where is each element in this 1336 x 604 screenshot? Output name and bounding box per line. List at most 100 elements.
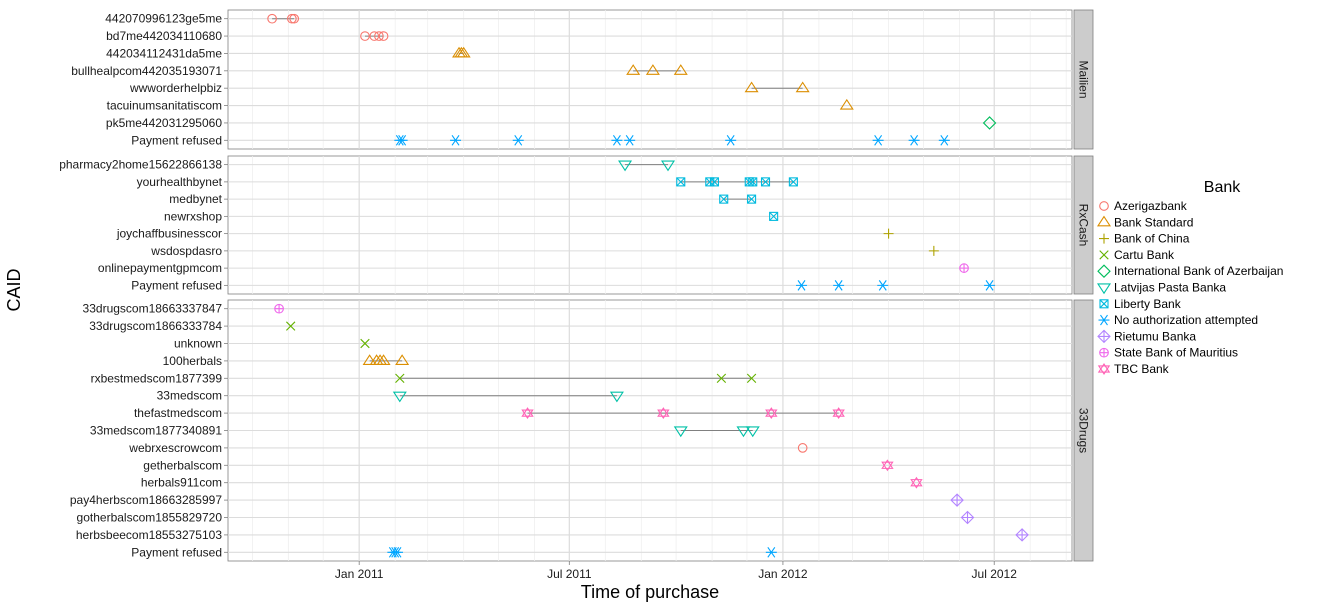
y-tick-label: pharmacy2home15622866138 bbox=[59, 158, 222, 172]
data-point bbox=[611, 134, 623, 146]
data-point bbox=[676, 177, 686, 187]
data-point bbox=[795, 81, 810, 93]
legend-key bbox=[1097, 363, 1111, 375]
data-point bbox=[747, 194, 757, 204]
data-point bbox=[450, 134, 462, 146]
data-point bbox=[609, 391, 624, 403]
data-point bbox=[877, 280, 889, 291]
data-point bbox=[1015, 528, 1029, 542]
data-point bbox=[716, 373, 727, 383]
data-point bbox=[392, 391, 407, 403]
panel-rxcash: pharmacy2home15622866138 yourhealthbynet m… bbox=[59, 155, 1094, 295]
data-point bbox=[872, 134, 884, 146]
y-tick-label: thefastmedscom bbox=[134, 406, 222, 420]
facet-strip-label: 33Drugs bbox=[1077, 408, 1091, 453]
data-point bbox=[938, 134, 950, 146]
legend-key bbox=[1099, 250, 1109, 260]
data-point bbox=[832, 407, 845, 420]
data-point bbox=[881, 459, 894, 472]
data-point bbox=[960, 510, 975, 525]
y-tick-label: 33drugscom1866333784 bbox=[89, 319, 222, 333]
data-point bbox=[512, 134, 524, 146]
y-tick-label: 442070996123ge5me bbox=[105, 12, 222, 26]
y-tick-label: pay4herbscom18663285997 bbox=[70, 493, 222, 507]
y-tick-label: Payment refused bbox=[131, 133, 222, 147]
y-tick-label: 442034112431da5me bbox=[106, 46, 222, 60]
x-tick-label: Jul 2012 bbox=[972, 567, 1018, 581]
y-tick-label: herbals911com bbox=[141, 476, 222, 490]
data-point bbox=[391, 546, 403, 558]
facet-strip-label: RxCash bbox=[1077, 204, 1091, 247]
data-point bbox=[908, 134, 920, 146]
data-point bbox=[744, 81, 759, 93]
data-point bbox=[765, 407, 778, 420]
data-point bbox=[765, 546, 777, 558]
data-point bbox=[719, 194, 729, 204]
legend-key bbox=[1099, 299, 1109, 309]
data-point bbox=[360, 338, 370, 349]
legend-entry: International Bank of Azerbaijan bbox=[1097, 264, 1283, 278]
legend-entry: Latvijas Pasta Banka bbox=[1096, 281, 1226, 295]
y-tick-label: onlinepaymentgpmcom bbox=[98, 261, 222, 275]
facet-strip-label: Mailien bbox=[1077, 60, 1091, 98]
legend-key bbox=[1096, 215, 1112, 227]
legend-label: Liberty Bank bbox=[1114, 297, 1182, 311]
data-point bbox=[760, 177, 771, 187]
legend-label: Bank of China bbox=[1114, 232, 1190, 246]
data-point bbox=[396, 134, 408, 146]
legend: Bank Azerigazbank Bank Standard Bank of Ch… bbox=[1096, 179, 1283, 376]
y-axis-title: CAID bbox=[4, 268, 24, 311]
data-point bbox=[395, 354, 410, 365]
data-point bbox=[910, 476, 923, 489]
y-tick-label: wwworderhelpbiz bbox=[129, 81, 222, 95]
data-point bbox=[725, 134, 737, 146]
y-tick-label: tacuinumsanitatiscom bbox=[107, 99, 222, 113]
data-point bbox=[796, 280, 808, 291]
data-point bbox=[289, 13, 300, 24]
facet-strip bbox=[1073, 9, 1094, 150]
legend-entry: Azerigazbank bbox=[1099, 199, 1188, 213]
data-point bbox=[362, 354, 377, 365]
data-point bbox=[673, 426, 688, 438]
panel-background bbox=[227, 9, 1073, 150]
data-point bbox=[950, 493, 964, 507]
legend-entry: State Bank of Mauritius bbox=[1099, 346, 1238, 360]
y-tick-label: unknown bbox=[174, 337, 222, 351]
legend-key bbox=[1099, 201, 1109, 211]
x-tick-label: Jan 2012 bbox=[758, 567, 808, 581]
panel-background bbox=[227, 155, 1073, 295]
legend-title: Bank bbox=[1204, 179, 1241, 196]
y-tick-label: pk5me442031295060 bbox=[106, 116, 222, 130]
y-tick-label: bullhealpcom442035193071 bbox=[71, 64, 222, 78]
data-point bbox=[521, 407, 534, 420]
legend-entry: Bank of China bbox=[1099, 232, 1190, 246]
data-point bbox=[883, 228, 894, 239]
legend-key bbox=[1097, 264, 1111, 278]
legend-label: International Bank of Azerbaijan bbox=[1114, 264, 1283, 278]
facet-panels: 442070996123ge5me bd7me442034110680 442034… bbox=[59, 9, 1094, 562]
data-point bbox=[267, 13, 277, 24]
data-point bbox=[959, 263, 969, 273]
data-point bbox=[274, 303, 284, 314]
data-point bbox=[982, 116, 997, 130]
x-axis: Jan 2011 Jul 2011 Jan 2012 Jul 2012 bbox=[335, 561, 1017, 581]
data-point bbox=[660, 160, 676, 172]
data-point bbox=[769, 211, 779, 221]
data-point bbox=[745, 426, 760, 438]
data-point bbox=[645, 64, 660, 75]
y-tick-label: Payment refused bbox=[131, 545, 222, 559]
data-point bbox=[797, 443, 808, 453]
data-point bbox=[833, 280, 845, 291]
data-point bbox=[395, 373, 405, 383]
x-tick-label: Jul 2011 bbox=[547, 567, 592, 581]
data-point bbox=[624, 134, 636, 146]
data-point bbox=[928, 245, 939, 256]
data-point bbox=[374, 31, 384, 41]
legend-entry: Liberty Bank bbox=[1099, 297, 1182, 311]
y-tick-label: bd7me442034110680 bbox=[106, 29, 222, 43]
y-tick-label: gotherbalscom1855829720 bbox=[77, 511, 223, 525]
data-point bbox=[456, 46, 471, 58]
legend-entry: TBC Bank bbox=[1097, 362, 1170, 376]
panel-33drugs: 33drugscom18663337847 33drugscom186633378… bbox=[70, 299, 1094, 562]
